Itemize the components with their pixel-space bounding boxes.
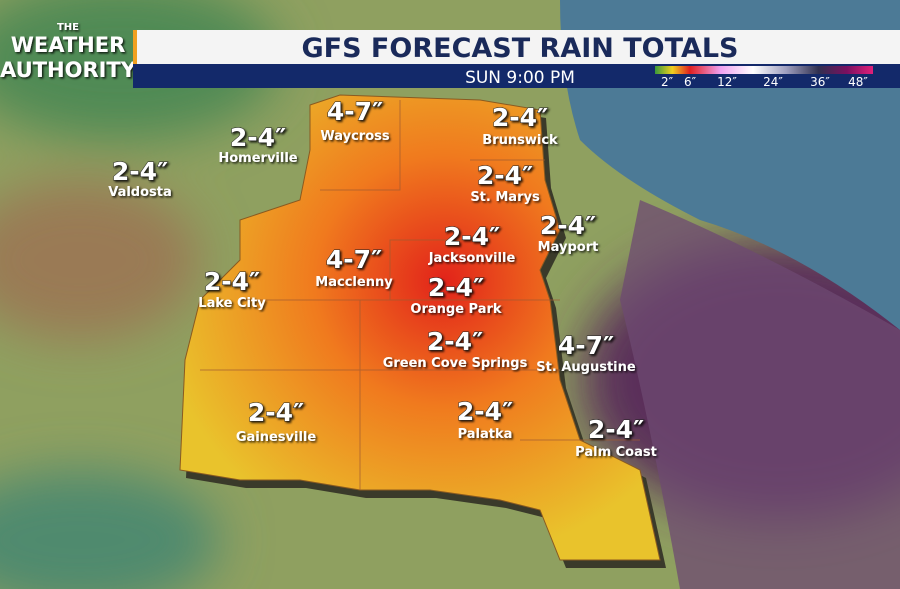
rain-amount: 2-4″ [457, 397, 513, 426]
rain-amount: 2-4″ [588, 415, 644, 444]
logo: THE WEATHER AUTHORITY [0, 22, 137, 82]
legend-label: 36″ [810, 75, 830, 89]
city-name: Palatka [458, 427, 513, 442]
rain-amount: 4-7″ [326, 245, 382, 274]
rain-amount: 2-4″ [248, 398, 304, 427]
rain-amount: 2-4″ [540, 211, 596, 240]
city-name: Homerville [218, 151, 297, 166]
city-name: Orange Park [410, 302, 502, 317]
city-name: Gainesville [236, 430, 317, 445]
city-name: Green Cove Springs [383, 356, 528, 371]
offshore-rain [620, 200, 900, 589]
legend-scale [655, 66, 873, 74]
title-bar [133, 30, 900, 64]
city-name: Waycross [320, 129, 390, 144]
title: GFS FORECAST RAIN TOTALS [301, 33, 738, 64]
rain-amount: 2-4″ [428, 273, 484, 302]
rain-amount: 2-4″ [477, 161, 533, 190]
accent [133, 30, 137, 88]
city-name: Palm Coast [575, 445, 657, 460]
legend-label: 24″ [763, 75, 783, 89]
forecast-region [179, 94, 661, 561]
city-name: St. Augustine [536, 360, 636, 375]
city-name: Brunswick [482, 133, 558, 148]
rain-amount: 4-7″ [327, 97, 383, 126]
city-name: Jacksonville [428, 251, 516, 266]
city-name: Valdosta [108, 185, 172, 200]
rain-amount: 2-4″ [204, 267, 260, 296]
city-name: Lake City [198, 296, 266, 311]
legend-label: 48″ [848, 75, 868, 89]
legend-label: 12″ [717, 75, 737, 89]
city-name: Mayport [538, 240, 599, 255]
city-name: St. Marys [470, 190, 540, 205]
rain-amount: 2-4″ [444, 222, 500, 251]
logo-text: THE [57, 22, 79, 33]
rain-amount: 2-4″ [112, 157, 168, 186]
legend-label: 6″ [684, 75, 697, 89]
time: SUN 9:00 PM [465, 68, 575, 88]
county-lines [200, 100, 640, 490]
logo-text: AUTHORITY [0, 58, 137, 82]
labels: 4-7″Waycross2-4″Homerville2-4″Brunswick2… [108, 97, 657, 461]
rain-amount: 2-4″ [492, 103, 548, 132]
rain-amount: 2-4″ [230, 123, 286, 152]
rain-amount: 4-7″ [558, 331, 614, 360]
legend-label: 2″ [661, 75, 674, 89]
logo-text: WEATHER [11, 33, 126, 57]
rain-amount: 2-4″ [427, 327, 483, 356]
city-name: Macclenny [315, 275, 393, 290]
